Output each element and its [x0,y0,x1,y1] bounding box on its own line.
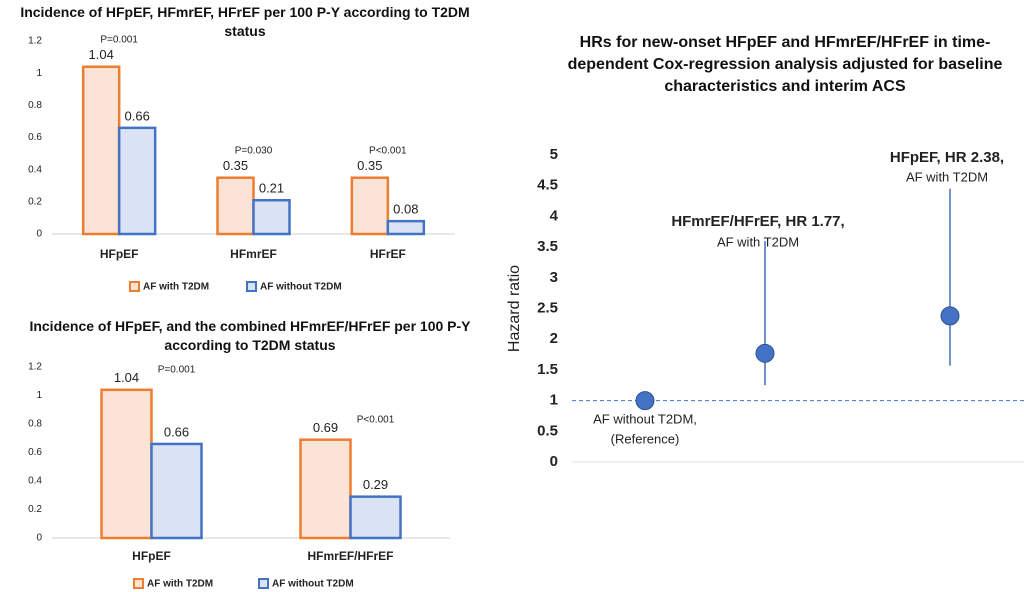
legend-label: AF with T2DM [143,282,209,293]
value-label: 1.04 [89,47,114,62]
bar [100,388,153,540]
value-label: 0.66 [125,108,150,123]
y-tick-label: 3.5 [537,238,558,255]
x-tick-label: HFmrEF/HFrEF [307,549,393,563]
y-tick-label: 3 [550,269,558,286]
bar [386,219,426,236]
chart-title: Incidence of HFpEF, HFmrEF, HFrEF per 10… [20,4,470,39]
chart-title: HRs for new-onset HFpEF and HFmrEF/HFrEF… [567,34,1003,95]
p-value: P=0.030 [235,145,273,156]
y-tick-label: 0.4 [28,476,42,487]
y-tick-label: 2.5 [537,299,558,316]
legend-swatch [258,578,269,589]
point-label: HFpEF, HR 2.38, [890,149,1004,166]
point-label: HFmrEF/HFrEF, HR 1.77, [671,213,844,230]
y-tick-label: 0 [36,533,42,544]
bar [252,198,291,236]
y-tick-label: 2 [550,330,558,347]
p-value: P<0.001 [357,414,395,425]
bar [216,176,255,236]
legend-label: AF without T2DM [260,282,342,293]
point-label: AF with T2DM [717,234,799,249]
point [755,343,775,363]
legend-label: AF without T2DM [272,579,354,590]
y-tick-label: 1 [36,68,42,79]
y-tick-label: 0.2 [28,196,42,207]
bar [350,176,390,236]
y-tick-label: 0.4 [28,164,42,175]
x-tick-label: HFmrEF [230,247,277,261]
value-label: 1.04 [114,370,139,385]
y-tick-label: 5 [550,146,558,163]
bar [117,126,157,236]
y-axis-label: Hazard ratio [506,265,523,352]
y-tick-label: 4 [550,207,559,224]
chart-title: Incidence of HFpEF, and the combined HFm… [29,318,471,353]
bar [349,495,402,540]
bar [299,438,352,540]
y-tick-label: 1 [36,390,42,401]
value-label: 0.35 [357,158,382,173]
p-value: P<0.001 [369,145,407,156]
y-tick-label: 1.2 [28,362,42,373]
x-tick-label: HFpEF [100,247,139,261]
y-tick-label: 0.6 [28,132,42,143]
legend-swatch [129,281,140,292]
y-tick-label: 0 [550,453,558,470]
legend-swatch [246,281,257,292]
y-tick-label: 0.6 [28,447,42,458]
point [940,306,960,326]
y-tick-label: 0.8 [28,100,42,111]
x-tick-label: HFpEF [132,549,171,563]
y-tick-label: 4.5 [537,177,558,194]
value-label: 0.08 [393,202,418,217]
y-tick-label: 1 [550,392,558,409]
point [635,391,655,411]
value-label: 0.21 [259,181,284,196]
y-tick-label: 0.8 [28,419,42,430]
legend-swatch [133,578,144,589]
value-label: 0.35 [223,158,248,173]
y-tick-label: 1.2 [28,36,42,47]
point-label: AF with T2DM [906,169,988,184]
y-tick-label: 0.2 [28,504,42,515]
point-label: (Reference) [611,431,680,446]
y-tick-label: 1.5 [537,361,558,378]
point-label: AF without T2DM, [593,411,697,426]
value-label: 0.66 [164,424,189,439]
value-label: 0.29 [363,477,388,492]
bar [81,65,121,236]
p-value: P=0.001 [100,34,138,45]
y-tick-label: 0.5 [537,422,558,439]
bar [150,442,203,540]
x-tick-label: HFrEF [370,247,406,261]
p-value: P=0.001 [158,364,196,375]
value-label: 0.69 [313,420,338,435]
legend-label: AF with T2DM [147,579,213,590]
y-tick-label: 0 [36,229,42,240]
